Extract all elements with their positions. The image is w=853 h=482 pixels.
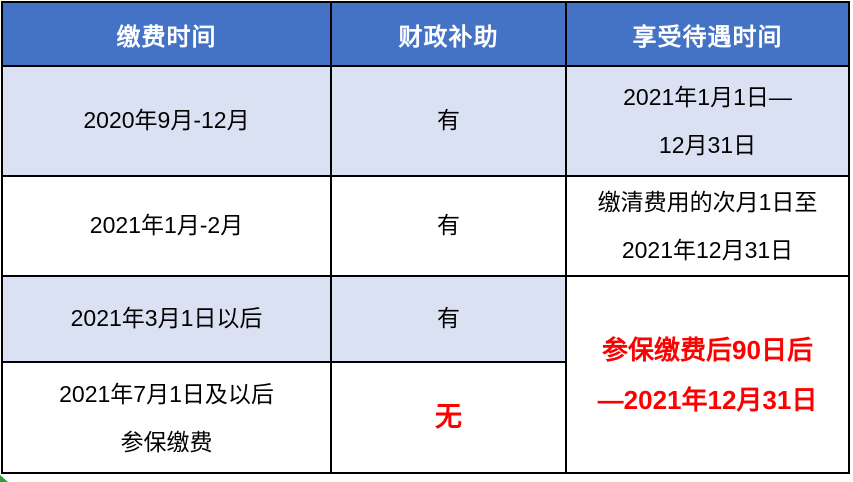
table-row: 2021年1月-2月 有 缴清费用的次月1日至 2021年12月31日	[1, 175, 850, 277]
header-pay-time: 缴费时间	[1, 1, 332, 67]
header-subsidy: 财政补助	[330, 1, 567, 67]
table-row: 2021年7月1日及以后 参保缴费 无	[1, 361, 849, 474]
table-row: 2020年9月-12月 有 2021年1月1日— 12月31日	[1, 65, 850, 177]
pay-time-line: 参保缴费	[120, 428, 213, 455]
cell-benefit-period: 2021年1月1日— 12月31日	[565, 65, 850, 177]
green-corner-mark	[0, 475, 8, 482]
cell-subsidy: 有	[330, 275, 567, 363]
header-benefit-period: 享受待遇时间	[565, 1, 850, 67]
cell-benefit-period-merged: 参保缴费后90日后 —2021年12月31日	[565, 275, 850, 474]
pay-time-line: 2021年7月1日及以后	[59, 380, 274, 407]
cell-subsidy: 无	[330, 361, 567, 474]
cell-pay-time: 2021年1月-2月	[1, 175, 332, 277]
benefit-period-line: 2021年1月1日—	[623, 84, 792, 110]
cell-pay-time: 2021年7月1日及以后 参保缴费	[1, 361, 332, 474]
benefit-period-line: 2021年12月31日	[621, 237, 794, 263]
benefit-period-line: 12月31日	[658, 132, 757, 158]
cell-subsidy: 有	[330, 175, 567, 277]
cell-benefit-period: 缴清费用的次月1日至 2021年12月31日	[565, 175, 850, 277]
table-header-row: 缴费时间 财政补助 享受待遇时间	[1, 1, 850, 67]
benefit-period-line: —2021年12月31日	[597, 384, 818, 415]
benefit-period-line: 缴清费用的次月1日至	[597, 189, 818, 215]
cell-pay-time: 2021年3月1日以后	[1, 275, 332, 363]
table-row: 2021年3月1日以后 有 参保缴费后90日后 —2021年12月31日	[1, 275, 850, 474]
cell-pay-time: 2020年9月-12月	[1, 65, 332, 177]
cell-subsidy: 有	[330, 65, 567, 177]
benefit-schedule-table: 缴费时间 财政补助 享受待遇时间 2020年9月-12月 有 2021年1月1日…	[1, 1, 850, 474]
benefit-period-line: 参保缴费后90日后	[602, 334, 813, 365]
